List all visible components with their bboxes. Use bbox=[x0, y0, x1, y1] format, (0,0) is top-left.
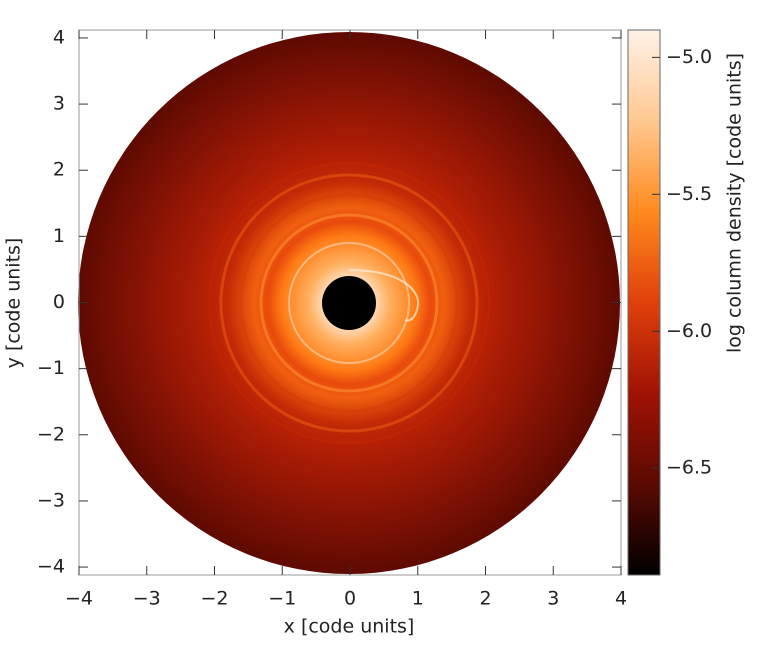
x-tick-label: −2 bbox=[200, 588, 228, 610]
x-tick-label: 2 bbox=[479, 588, 491, 610]
y-tick-label: −2 bbox=[37, 423, 65, 445]
disk-rings bbox=[173, 127, 525, 479]
x-tick-label: 3 bbox=[547, 588, 559, 610]
y-tick-label: 4 bbox=[53, 26, 65, 48]
x-tick-label: −1 bbox=[268, 588, 296, 610]
y-tick-label: 0 bbox=[53, 291, 65, 313]
colorbar-tick-label: −5.0 bbox=[666, 46, 712, 68]
y-tick-label: 3 bbox=[53, 93, 65, 115]
x-tick-label: −4 bbox=[65, 588, 93, 610]
y-tick-label: −3 bbox=[37, 489, 65, 511]
y-tick-label: −1 bbox=[37, 357, 65, 379]
y-tick-label: 2 bbox=[53, 159, 65, 181]
colorbar-tick-label: −6.5 bbox=[666, 457, 712, 479]
x-tick-label: −3 bbox=[133, 588, 161, 610]
colorbar bbox=[627, 29, 661, 576]
x-tick-label: 1 bbox=[412, 588, 424, 610]
x-axis-label: x [code units] bbox=[284, 616, 415, 638]
inner-hole bbox=[322, 276, 376, 330]
plot-area bbox=[78, 29, 622, 576]
y-axis-label: y [code units] bbox=[3, 238, 25, 369]
x-tick-label: 0 bbox=[344, 588, 356, 610]
colorbar-tick-label: −5.5 bbox=[666, 183, 712, 205]
colorbar-tick-label: −6.0 bbox=[666, 320, 712, 342]
colorbar-label: log column density [code units] bbox=[724, 53, 746, 353]
y-tick-label: 1 bbox=[53, 225, 65, 247]
x-tick-label: 4 bbox=[615, 588, 627, 610]
y-tick-label: −4 bbox=[37, 556, 65, 578]
